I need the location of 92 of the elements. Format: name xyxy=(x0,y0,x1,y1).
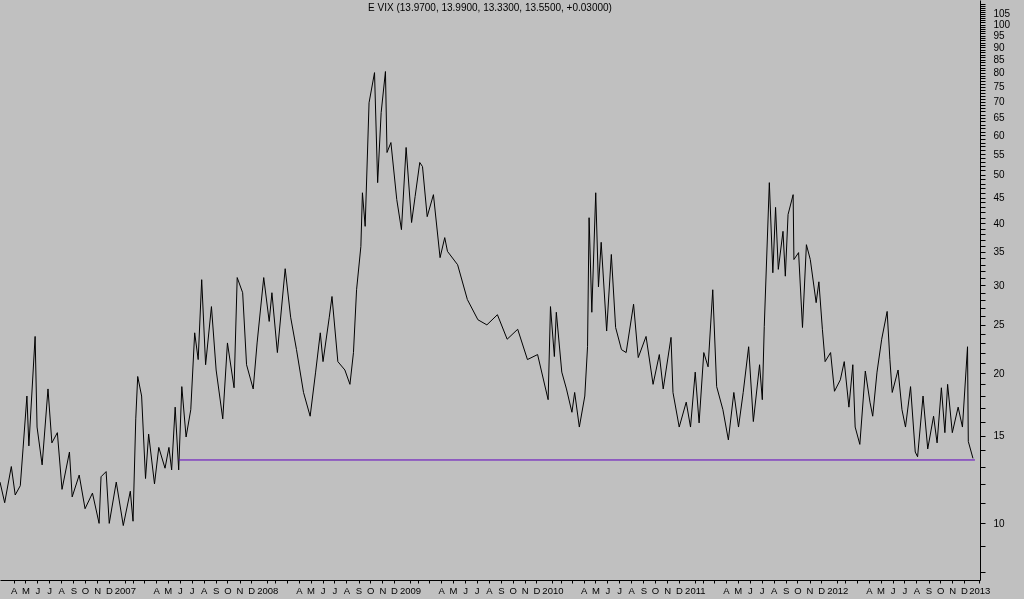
y-tick-label: 85 xyxy=(993,54,1006,66)
x-tick-label: O xyxy=(81,584,90,596)
x-tick-label: S xyxy=(498,584,505,596)
x-tick-label: M xyxy=(591,584,600,596)
y-tick-label: 95 xyxy=(993,30,1006,42)
x-tick-label: S xyxy=(355,584,363,596)
chart-title: E VIX (13.9700, 13.9900, 13.3300, 13.5500, +0.03000) xyxy=(368,1,612,13)
x-tick-label: A xyxy=(200,584,208,596)
y-tick-label: 55 xyxy=(993,148,1006,160)
x-tick-label: 2008 xyxy=(257,584,279,596)
x-tick-label: S xyxy=(925,584,933,596)
x-tick-label: D xyxy=(818,584,826,596)
x-tick-label: M xyxy=(21,584,30,596)
x-tick-label: N xyxy=(949,584,957,596)
x-tick-label: N xyxy=(379,584,387,596)
x-tick-label: D xyxy=(533,584,541,596)
x-tick-label: 2007 xyxy=(114,584,136,596)
x-tick-label: 2009 xyxy=(399,584,422,596)
y-tick-label: 15 xyxy=(993,430,1006,442)
x-tick-label: O xyxy=(651,584,660,596)
x-tick-label: M xyxy=(734,584,743,596)
x-tick-label: 2013 xyxy=(969,584,991,596)
x-tick-label: J xyxy=(177,584,183,596)
line-series xyxy=(0,71,974,527)
x-tick-label: O xyxy=(224,584,232,596)
y-tick-label: 65 xyxy=(993,112,1006,124)
x-tick-label: A xyxy=(58,584,66,596)
x-tick-label: S xyxy=(783,584,790,596)
x-tick-label: A xyxy=(296,584,304,596)
y-tick-label: 35 xyxy=(993,246,1006,258)
x-tick-label: M xyxy=(877,584,886,596)
x-tick-label: A xyxy=(343,584,351,596)
x-tick-label: J xyxy=(332,584,338,596)
y-tick-label: 70 xyxy=(993,96,1006,108)
y-tick-label: 30 xyxy=(993,279,1006,291)
x-tick-label: D xyxy=(391,584,399,596)
x-tick-label: O xyxy=(509,584,517,596)
x-tick-label: O xyxy=(794,584,802,596)
x-tick-label: A xyxy=(628,584,636,596)
y-tick-label: 50 xyxy=(993,169,1006,181)
y-tick-label: 75 xyxy=(993,81,1006,93)
y-tick-label: 100 xyxy=(993,19,1011,31)
x-tick-label: D xyxy=(675,584,683,596)
x-tick-label: A xyxy=(723,584,731,596)
x-tick-label: J xyxy=(35,584,41,596)
x-tick-label: J xyxy=(747,584,753,596)
x-tick-label: A xyxy=(438,584,446,596)
x-tick-label: N xyxy=(236,584,244,596)
x-tick-label: S xyxy=(213,584,220,596)
x-tick-label: 2011 xyxy=(685,584,706,596)
x-tick-label: J xyxy=(759,584,765,596)
x-tick-label: J xyxy=(890,584,896,596)
y-tick-label: 20 xyxy=(993,367,1006,379)
x-tick-label: A xyxy=(866,584,874,596)
y-tick-label: 80 xyxy=(993,67,1006,79)
x-tick-label: A xyxy=(580,584,588,596)
x-tick-label: J xyxy=(47,584,53,596)
x-tick-label: N xyxy=(94,584,102,596)
x-tick-label: J xyxy=(463,584,469,596)
x-tick-label: M xyxy=(164,584,173,596)
x-tick-label: S xyxy=(640,584,647,596)
x-tick-label: J xyxy=(474,584,480,596)
x-tick-label: A xyxy=(913,584,921,596)
y-tick-label: 105 xyxy=(993,8,1011,20)
x-tick-label: M xyxy=(307,584,316,596)
x-tick-label: J xyxy=(902,584,908,596)
x-tick-label: A xyxy=(486,584,494,596)
x-tick-label: J xyxy=(189,584,195,596)
x-tick-label: J xyxy=(605,584,611,596)
x-tick-label: J xyxy=(617,584,623,596)
x-tick-label: D xyxy=(961,584,969,596)
y-tick-label: 10 xyxy=(993,517,1006,529)
x-tick-label: 2010 xyxy=(542,584,564,596)
x-tick-label: O xyxy=(937,584,945,596)
x-tick-label: O xyxy=(367,584,375,596)
y-tick-label: 90 xyxy=(993,41,1006,53)
x-tick-label: N xyxy=(664,584,672,596)
x-tick-label: A xyxy=(10,584,18,596)
x-tick-label: A xyxy=(153,584,161,596)
x-tick-label: S xyxy=(70,584,78,596)
x-tick-label: D xyxy=(105,584,113,596)
x-tick-label: N xyxy=(806,584,814,596)
y-tick-label: 45 xyxy=(993,192,1006,204)
y-tick-label: 40 xyxy=(993,217,1006,229)
x-tick-label: A xyxy=(770,584,778,596)
x-tick-label: 2012 xyxy=(827,584,849,596)
x-tick-label: D xyxy=(248,584,256,596)
y-tick-label: 25 xyxy=(993,319,1006,331)
x-tick-label: M xyxy=(449,584,458,596)
y-tick-label: 60 xyxy=(993,129,1006,141)
x-tick-label: J xyxy=(320,584,326,596)
x-tick-label: N xyxy=(521,584,529,596)
